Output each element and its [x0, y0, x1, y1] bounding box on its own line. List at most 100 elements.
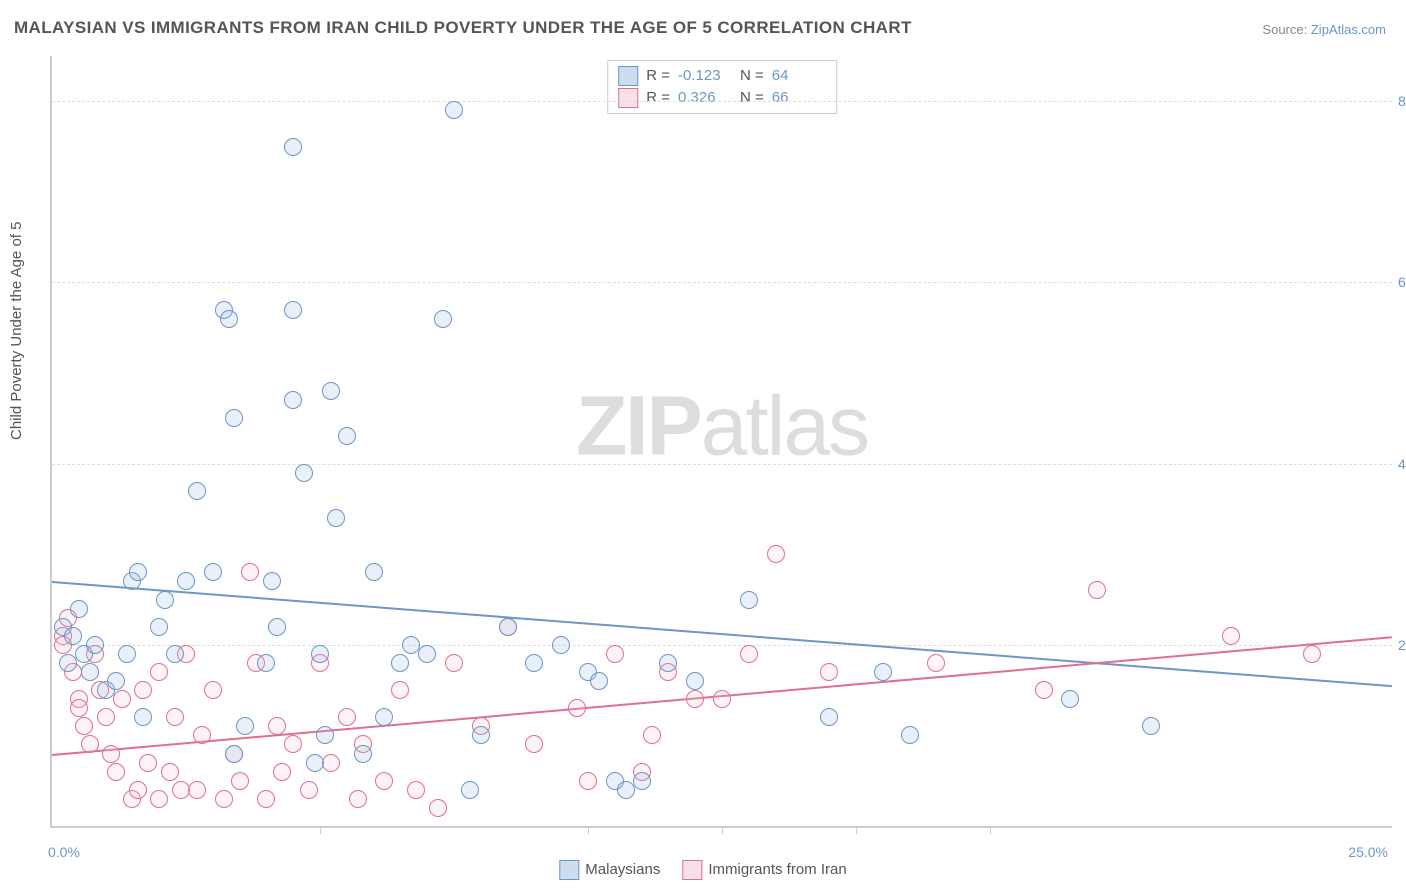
scatter-point	[70, 600, 88, 618]
gridline	[52, 101, 1392, 102]
scatter-point	[579, 772, 597, 790]
scatter-point	[220, 310, 238, 328]
scatter-point	[150, 790, 168, 808]
scatter-point	[161, 763, 179, 781]
legend-r-value-1: -0.123	[678, 65, 732, 87]
scatter-point	[70, 699, 88, 717]
y-tick-label: 20.0%	[1398, 637, 1406, 653]
gridline	[52, 464, 1392, 465]
x-tick-mark	[990, 826, 991, 834]
scatter-point	[1061, 690, 1079, 708]
scatter-point	[316, 726, 334, 744]
scatter-point	[166, 708, 184, 726]
scatter-point	[901, 726, 919, 744]
legend-item-2: Immigrants from Iran	[682, 860, 846, 880]
x-tick-mark	[722, 826, 723, 834]
scatter-point	[375, 772, 393, 790]
legend-swatch-2	[618, 88, 638, 108]
scatter-point	[349, 790, 367, 808]
scatter-point	[391, 681, 409, 699]
source-attribution: Source: ZipAtlas.com	[1262, 22, 1386, 37]
series-legend: Malaysians Immigrants from Iran	[559, 860, 846, 880]
scatter-point	[59, 654, 77, 672]
scatter-point	[295, 464, 313, 482]
scatter-point	[354, 745, 372, 763]
legend-r-label-2: R =	[646, 87, 670, 109]
scatter-point	[391, 654, 409, 672]
scatter-point	[686, 690, 704, 708]
scatter-point	[306, 754, 324, 772]
scatter-point	[193, 726, 211, 744]
scatter-point	[134, 681, 152, 699]
x-tick-mark	[856, 826, 857, 834]
watermark-bold: ZIP	[576, 378, 701, 472]
scatter-point	[434, 310, 452, 328]
legend-n-value-2: 66	[772, 87, 826, 109]
scatter-point	[263, 572, 281, 590]
gridline	[52, 282, 1392, 283]
scatter-point	[268, 717, 286, 735]
x-tick-mark	[320, 826, 321, 834]
scatter-point	[257, 654, 275, 672]
scatter-point	[166, 645, 184, 663]
scatter-point	[643, 726, 661, 744]
scatter-point	[633, 772, 651, 790]
correlation-legend: R = -0.123 N = 64 R = 0.326 N = 66	[607, 60, 837, 114]
legend-label-series-1: Malaysians	[585, 861, 660, 878]
legend-r-label-1: R =	[646, 65, 670, 87]
scatter-point	[820, 663, 838, 681]
y-tick-label: 60.0%	[1398, 274, 1406, 290]
legend-swatch-series-2	[682, 860, 702, 880]
scatter-point	[820, 708, 838, 726]
scatter-point	[1142, 717, 1160, 735]
scatter-point	[204, 681, 222, 699]
scatter-point	[525, 654, 543, 672]
scatter-point	[204, 563, 222, 581]
chart-container: MALAYSIAN VS IMMIGRANTS FROM IRAN CHILD …	[0, 0, 1406, 892]
chart-title: MALAYSIAN VS IMMIGRANTS FROM IRAN CHILD …	[14, 18, 912, 38]
scatter-point	[225, 745, 243, 763]
scatter-point	[1035, 681, 1053, 699]
scatter-point	[1088, 581, 1106, 599]
scatter-point	[874, 663, 892, 681]
legend-label-series-2: Immigrants from Iran	[708, 861, 846, 878]
y-tick-label: 80.0%	[1398, 93, 1406, 109]
scatter-point	[429, 799, 447, 817]
scatter-point	[118, 645, 136, 663]
scatter-point	[375, 708, 393, 726]
legend-row-series-1: R = -0.123 N = 64	[618, 65, 826, 87]
legend-row-series-2: R = 0.326 N = 66	[618, 87, 826, 109]
scatter-point	[284, 138, 302, 156]
scatter-point	[472, 726, 490, 744]
watermark: ZIPatlas	[576, 377, 868, 474]
scatter-point	[499, 618, 517, 636]
scatter-point	[134, 708, 152, 726]
scatter-point	[322, 754, 340, 772]
source-label: Source:	[1262, 22, 1307, 37]
scatter-point	[129, 781, 147, 799]
scatter-point	[107, 672, 125, 690]
scatter-point	[102, 745, 120, 763]
scatter-point	[75, 717, 93, 735]
scatter-point	[525, 735, 543, 753]
scatter-point	[311, 645, 329, 663]
scatter-point	[552, 636, 570, 654]
scatter-point	[1222, 627, 1240, 645]
scatter-point	[407, 781, 425, 799]
scatter-point	[150, 663, 168, 681]
scatter-point	[365, 563, 383, 581]
scatter-point	[64, 627, 82, 645]
scatter-point	[617, 781, 635, 799]
scatter-point	[241, 563, 259, 581]
scatter-point	[284, 391, 302, 409]
scatter-point	[322, 382, 340, 400]
legend-n-label-2: N =	[740, 87, 764, 109]
scatter-point	[150, 618, 168, 636]
source-link[interactable]: ZipAtlas.com	[1311, 22, 1386, 37]
legend-swatch-series-1	[559, 860, 579, 880]
scatter-point	[284, 301, 302, 319]
x-tick-mark	[588, 826, 589, 834]
scatter-point	[113, 690, 131, 708]
scatter-point	[686, 672, 704, 690]
scatter-point	[606, 645, 624, 663]
